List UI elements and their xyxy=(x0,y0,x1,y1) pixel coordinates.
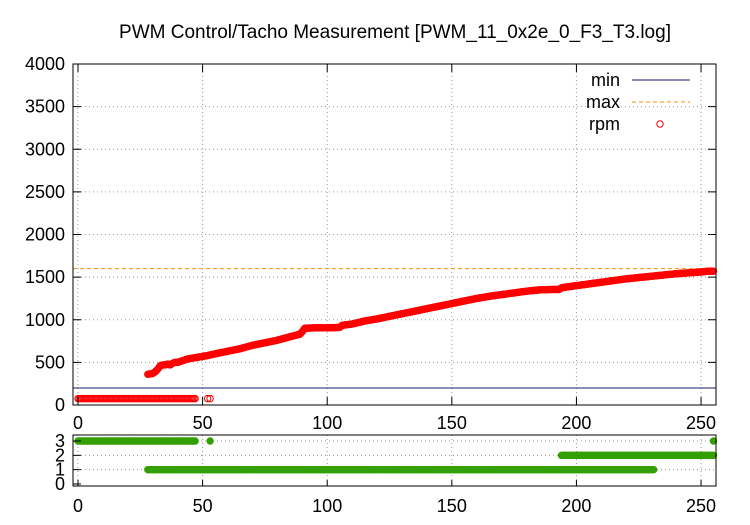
rpm-point xyxy=(203,394,212,403)
y-tick-label: 1500 xyxy=(25,267,65,287)
y-tick-label: 4000 xyxy=(25,54,65,74)
rpm-point xyxy=(206,394,214,403)
x-tick-label: 250 xyxy=(686,413,716,433)
rpm-point xyxy=(191,394,199,403)
state-y-tick-label: 1 xyxy=(55,460,65,480)
y-tick-label: 3000 xyxy=(25,139,65,159)
x-tick-label: 150 xyxy=(437,413,467,433)
main-series xyxy=(73,267,718,403)
y-tick-label: 2000 xyxy=(25,225,65,245)
y-tick-label: 2500 xyxy=(25,182,65,202)
chart-title: PWM Control/Tacho Measurement [PWM_11_0x… xyxy=(119,22,671,43)
rpm-point xyxy=(709,267,718,275)
y-tick-label: 3500 xyxy=(25,97,65,117)
state-x-tick-label: 200 xyxy=(561,496,591,516)
state-x-tick-label: 100 xyxy=(312,496,342,516)
state-x-tick-label: 250 xyxy=(686,496,716,516)
state-point xyxy=(709,437,718,445)
state-y-tick-label: 2 xyxy=(55,445,65,465)
main-grid xyxy=(73,64,716,405)
x-tick-label: 200 xyxy=(561,413,591,433)
state-point xyxy=(649,465,658,474)
legend-swatch-rpm xyxy=(656,120,664,128)
state-x-tick-label: 50 xyxy=(193,496,213,516)
y-tick-label: 1000 xyxy=(25,310,65,330)
y-tick-label: 500 xyxy=(35,352,65,372)
state-point xyxy=(191,437,199,445)
state-x-tick-label: 0 xyxy=(73,496,83,516)
main-plot: 0 500 1000 1500 2000 2500 3000 3500 4000 0 50 100 15… xyxy=(25,54,718,433)
legend-label-min: min xyxy=(591,70,620,90)
state-plot-frame xyxy=(72,434,717,487)
x-tick-label: 50 xyxy=(193,413,213,433)
state-series xyxy=(74,437,718,474)
x-tick-label: 100 xyxy=(312,413,342,433)
legend-label-max: max xyxy=(586,92,620,112)
state-y-tick-label: 3 xyxy=(55,431,65,451)
state-y-tick-label: 0 xyxy=(55,474,65,494)
main-ticks: 0 500 1000 1500 2000 2500 3000 3500 4000 0 50 100 15… xyxy=(25,54,716,433)
legend-label-rpm: rpm xyxy=(589,114,620,134)
state-point xyxy=(709,451,718,460)
state-point xyxy=(206,437,214,445)
y-tick-label: 0 xyxy=(55,395,65,415)
state-x-tick-label: 150 xyxy=(437,496,467,516)
x-tick-label: 0 xyxy=(73,413,83,433)
